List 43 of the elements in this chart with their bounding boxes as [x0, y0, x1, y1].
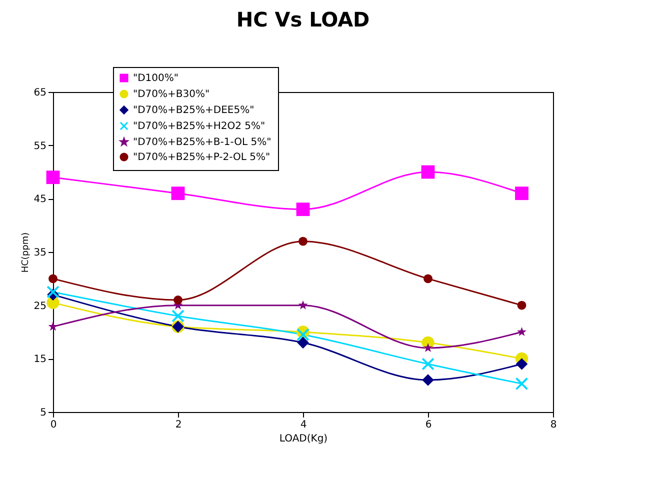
- point: [174, 296, 182, 304]
- x-axis-title: LOAD(Kg): [279, 434, 328, 444]
- point: [297, 336, 309, 349]
- y-tick-label: 35: [34, 248, 46, 258]
- point: [298, 236, 308, 246]
- x-tick-label: 2: [175, 420, 182, 430]
- point: [46, 170, 60, 184]
- legend-label: "D70%+B25%+P-2-OL 5%": [133, 152, 270, 163]
- y-tick-label: 15: [34, 354, 46, 366]
- point: [48, 322, 58, 331]
- point: [298, 300, 308, 310]
- x-tick-label: 4: [300, 420, 307, 430]
- y-tick-label: 25: [34, 300, 46, 312]
- legend-label: "D70%+B25%+B-1-OL 5%": [133, 137, 272, 148]
- point: [421, 165, 435, 179]
- legend-label: "D70%+B30%": [133, 89, 210, 100]
- point: [296, 328, 310, 342]
- y-tick-label: 65: [34, 88, 46, 98]
- y-tick-label: 5: [40, 408, 46, 418]
- legend-label: "D70%+B25%+DEE5%": [133, 105, 254, 116]
- point: [424, 274, 432, 284]
- x-tick-label: 0: [50, 420, 57, 430]
- point: [172, 310, 184, 322]
- point: [517, 327, 526, 336]
- x-tick-label: 8: [550, 420, 557, 430]
- legend-label: "D100%": [133, 73, 178, 84]
- y-axis-title: HC(ppm): [20, 232, 31, 273]
- point: [423, 343, 433, 352]
- y-tick-label: 45: [34, 194, 46, 206]
- legend-label: "D70%+B25%+H2O2 5%": [133, 121, 266, 132]
- point: [515, 377, 528, 390]
- point: [422, 358, 434, 370]
- point: [515, 186, 528, 200]
- y-tick-label: 55: [34, 140, 46, 152]
- point: [48, 274, 58, 284]
- point: [517, 300, 526, 310]
- point: [422, 374, 434, 386]
- point: [46, 286, 60, 298]
- point: [516, 358, 528, 370]
- x-tick-label: 6: [425, 420, 432, 430]
- chart-title: HC Vs LOAD: [236, 8, 370, 32]
- point: [296, 202, 310, 216]
- point: [171, 186, 185, 200]
